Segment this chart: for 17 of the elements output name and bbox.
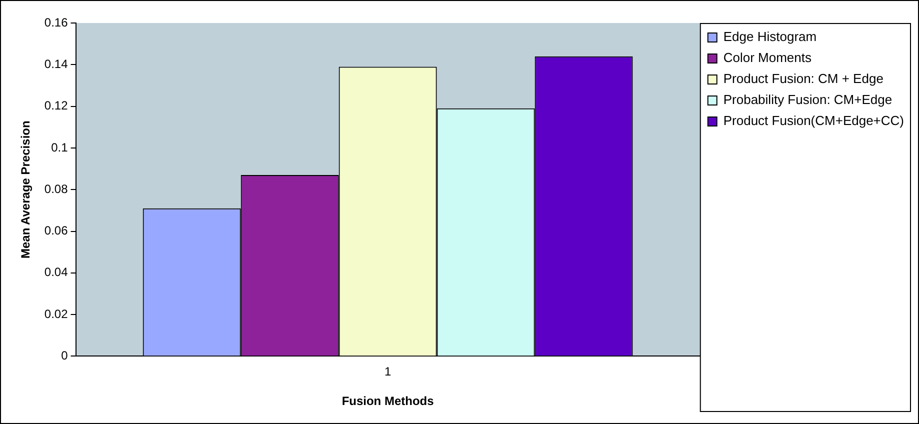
y-tick-label: 0.02	[44, 306, 68, 321]
legend-label: Edge Histogram	[723, 29, 817, 44]
y-tick-label: 0.14	[44, 56, 68, 71]
y-tick-label: 0.06	[44, 224, 68, 238]
x-tick-label: 1	[384, 364, 392, 379]
y-tick-label: 0.1	[51, 140, 68, 154]
y-axis-title: Mean Average Precision	[18, 120, 33, 259]
y-tick-label: 0.12	[44, 98, 68, 113]
y-tick-label: 0.08	[44, 182, 68, 196]
legend-label: Probability Fusion: CM+Edge	[723, 92, 892, 108]
y-tick-label: 0.16	[44, 15, 68, 30]
legend-label: Product Fusion(CM+Edge+CC)	[723, 113, 904, 128]
x-axis-title: Fusion Methods	[342, 394, 434, 408]
legend-label: Color Moments	[723, 50, 812, 66]
legend-label: Product Fusion: CM + Edge	[723, 71, 884, 86]
y-tick-label: 0	[61, 348, 68, 363]
y-tick-label: 0.04	[44, 265, 68, 280]
